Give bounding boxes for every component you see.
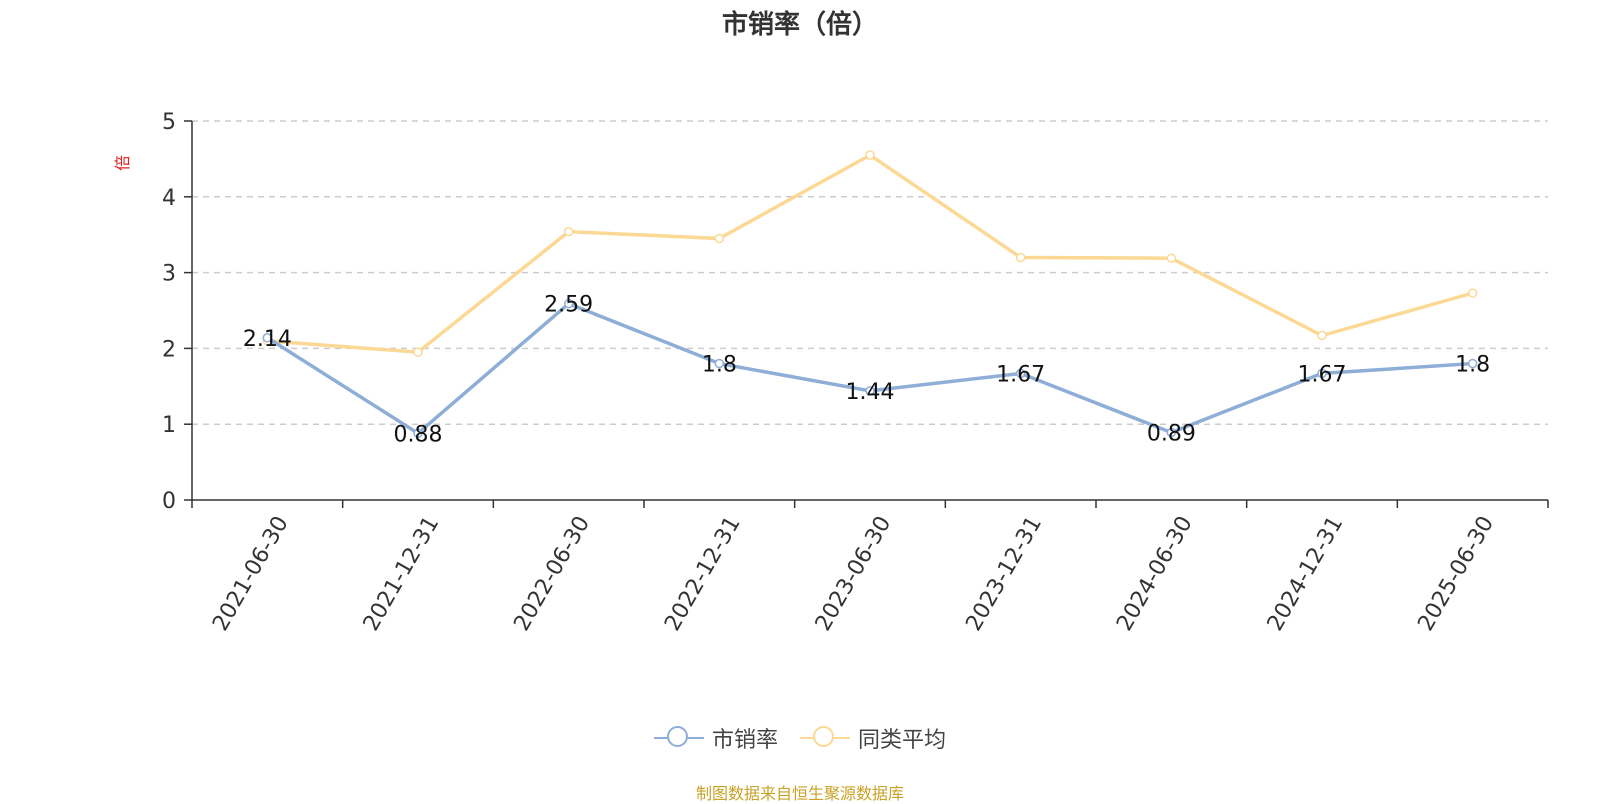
y-tick-label: 0 (162, 489, 176, 514)
source-note: 制图数据来自恒生聚源数据库 (695, 784, 904, 803)
data-label: 1.8 (1455, 353, 1490, 378)
legend-swatch (800, 725, 850, 751)
y-tick-label: 5 (162, 110, 176, 135)
data-point (714, 233, 725, 244)
data-point (1015, 368, 1026, 379)
data-label: 2.14 (243, 327, 292, 352)
data-labels: 2.14 0.88 2.59 1.8 1.44 1.67 0.89 1.67 1.8 (243, 293, 1490, 448)
data-label: 0.89 (1147, 422, 1196, 447)
data-label: 2.59 (544, 293, 593, 318)
x-tick-label: 2023-06-30 (811, 512, 897, 635)
x-tick-label: 2023-12-31 (961, 512, 1047, 635)
data-point (1015, 252, 1026, 263)
data-point (1467, 288, 1478, 298)
x-tick-label: 2022-12-31 (660, 512, 746, 635)
y-tick-label: 4 (162, 186, 176, 211)
data-point (714, 358, 725, 369)
x-tick-label: 2025-06-30 (1413, 512, 1499, 635)
series-line (267, 153, 1474, 354)
series-line (266, 301, 1473, 436)
y-tick-label: 3 (162, 262, 176, 287)
x-tick-label: 2022-06-30 (509, 512, 595, 635)
y-axis-label: 倍 (113, 155, 132, 171)
data-point (1467, 358, 1478, 369)
data-point (413, 347, 423, 357)
x-tick-label: 2024-06-30 (1112, 512, 1198, 635)
data-point (1166, 253, 1177, 263)
data-point (262, 333, 273, 343)
legend: 市销率 同类平均 (0, 722, 1600, 754)
data-label: 1.67 (996, 362, 1045, 387)
data-point (1166, 427, 1177, 438)
y-tick-label: 2 (162, 337, 176, 362)
x-tick-label: 2021-12-31 (359, 512, 445, 635)
legend-item[interactable]: 市销率 (653, 722, 778, 754)
series-lines (262, 150, 1478, 439)
data-label: 1.44 (846, 380, 895, 405)
data-point (563, 226, 574, 237)
data-point (865, 386, 875, 396)
data-point (1317, 330, 1327, 341)
legend-swatch (653, 725, 704, 751)
data-label: 1.67 (1298, 362, 1347, 387)
data-label: 1.8 (702, 353, 737, 378)
data-point (1317, 368, 1327, 379)
legend-item[interactable]: 同类平均 (800, 722, 946, 754)
y-tick-label: 1 (162, 413, 176, 438)
chart-title: 市销率（倍） (721, 10, 878, 40)
data-point (563, 298, 574, 309)
data-point (413, 428, 423, 439)
legend-label: 市销率 (711, 728, 778, 753)
data-label: 0.88 (394, 422, 443, 447)
x-tick-label: 2021-06-30 (208, 512, 294, 635)
x-tick-label: 2024-12-31 (1263, 512, 1349, 635)
data-point (865, 150, 875, 160)
legend-label: 同类平均 (858, 728, 947, 753)
